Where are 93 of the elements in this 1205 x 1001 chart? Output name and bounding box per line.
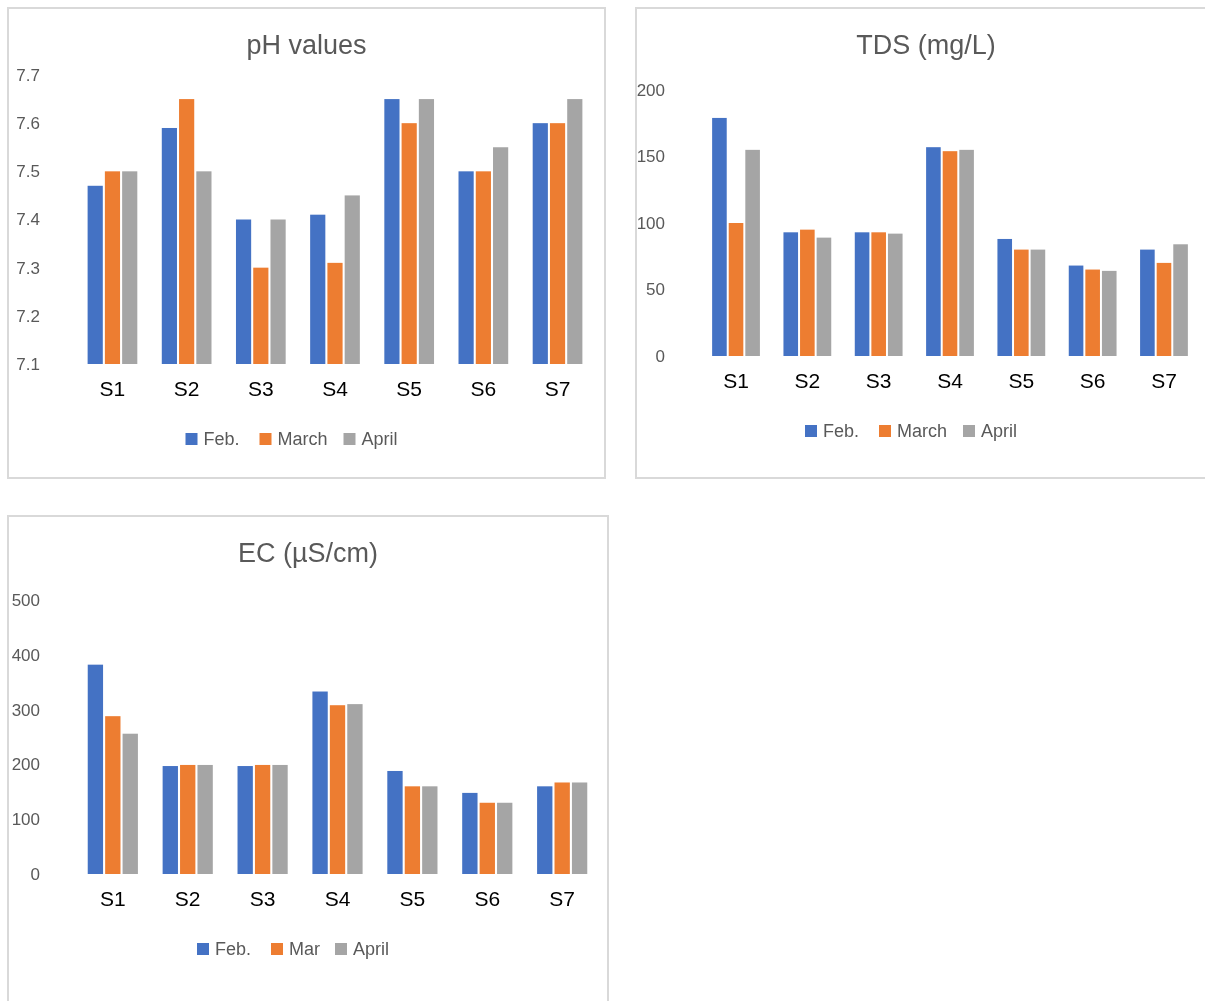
y-tick-label: 0: [30, 864, 40, 884]
legend-label: Feb.: [215, 939, 252, 960]
legend-label: March: [277, 429, 328, 450]
y-tick-label: 7.3: [16, 258, 40, 278]
x-tick-label: S5: [1008, 369, 1035, 392]
bar: [554, 782, 570, 874]
y-tick-label: 200: [11, 755, 40, 775]
x-tick-label: S6: [1079, 369, 1106, 392]
y-tick-label: 7.7: [16, 65, 40, 85]
bar: [783, 232, 799, 356]
bar: [237, 766, 253, 874]
bar: [800, 229, 815, 356]
bar: [347, 704, 363, 874]
bar: [329, 705, 346, 874]
chart-title: EC (µS/cm): [237, 538, 379, 568]
x-tick-label: S4: [322, 377, 349, 400]
bar: [728, 223, 744, 356]
legend-label: April: [361, 429, 398, 450]
x-tick-label: S4: [937, 369, 964, 392]
bar: [712, 117, 727, 356]
x-tick-label: S1: [99, 377, 126, 400]
bar: [162, 766, 178, 874]
x-tick-label: S5: [396, 377, 423, 400]
y-tick-label: 300: [11, 700, 40, 720]
bar: [887, 233, 903, 356]
x-tick-label: S7: [549, 887, 576, 910]
y-tick-label: 7.2: [16, 306, 40, 326]
bar: [387, 770, 403, 874]
bar: [926, 147, 941, 356]
bar: [272, 764, 288, 874]
bar: [422, 786, 438, 874]
y-tick-label: 7.5: [16, 162, 40, 182]
bar: [571, 782, 588, 874]
x-tick-label: S7: [544, 377, 571, 400]
y-tick-label: 200: [636, 80, 665, 100]
y-tick-label: 500: [11, 590, 40, 610]
x-tick-label: S2: [794, 369, 821, 392]
bar: [997, 238, 1013, 356]
y-tick-label: 400: [11, 645, 40, 665]
x-tick-label: S5: [399, 887, 426, 910]
bar: [87, 664, 104, 874]
bar: [1030, 249, 1046, 356]
bar: [462, 792, 478, 874]
legend-label: March: [897, 421, 948, 442]
x-tick-label: S6: [470, 377, 497, 400]
x-tick-label: S6: [474, 887, 501, 910]
y-tick-label: 100: [636, 213, 665, 233]
bar: [1156, 262, 1172, 356]
x-tick-label: S3: [865, 369, 892, 392]
x-tick-label: S4: [324, 887, 351, 910]
bar: [816, 237, 832, 356]
bar: [1068, 265, 1084, 356]
bar: [959, 149, 974, 356]
bar: [180, 764, 196, 874]
legend-label: April: [981, 421, 1018, 442]
bar: [1173, 244, 1188, 356]
x-tick-label: S2: [174, 887, 201, 910]
bar: [479, 802, 495, 874]
bar: [1085, 269, 1100, 356]
bar: [105, 716, 121, 874]
y-tick-label: 7.6: [16, 114, 40, 134]
bar: [1101, 270, 1117, 356]
x-tick-label: S3: [249, 887, 276, 910]
bar: [1140, 249, 1155, 356]
x-tick-label: S3: [247, 377, 274, 400]
y-tick-label: 7.1: [16, 354, 40, 374]
bar: [871, 232, 886, 356]
bar: [745, 149, 760, 356]
bar: [942, 151, 958, 356]
legend-label: Feb.: [823, 421, 860, 442]
legend-label: April: [353, 939, 390, 960]
y-tick-label: 7.4: [16, 210, 40, 230]
legend-label: Mar: [289, 939, 320, 960]
bar: [1014, 249, 1029, 356]
legend-label: Feb.: [203, 429, 240, 450]
y-tick-label: 150: [636, 147, 665, 167]
bar: [197, 764, 213, 874]
y-tick-label: 100: [11, 810, 40, 830]
x-tick-label: S7: [1151, 369, 1177, 392]
bar: [404, 786, 421, 874]
bar: [497, 802, 513, 874]
x-tick-label: S1: [99, 887, 126, 910]
chart-title: pH values: [246, 30, 367, 60]
x-tick-label: S2: [173, 377, 200, 400]
y-tick-label: 0: [655, 346, 665, 366]
bar: [312, 691, 328, 874]
y-tick-label: 50: [646, 280, 665, 300]
bar: [254, 764, 271, 874]
bar: [537, 786, 553, 874]
chart-title: TDS (mg/L): [856, 30, 996, 60]
bar: [122, 733, 138, 874]
x-tick-label: S1: [723, 369, 749, 392]
bar: [854, 232, 870, 356]
